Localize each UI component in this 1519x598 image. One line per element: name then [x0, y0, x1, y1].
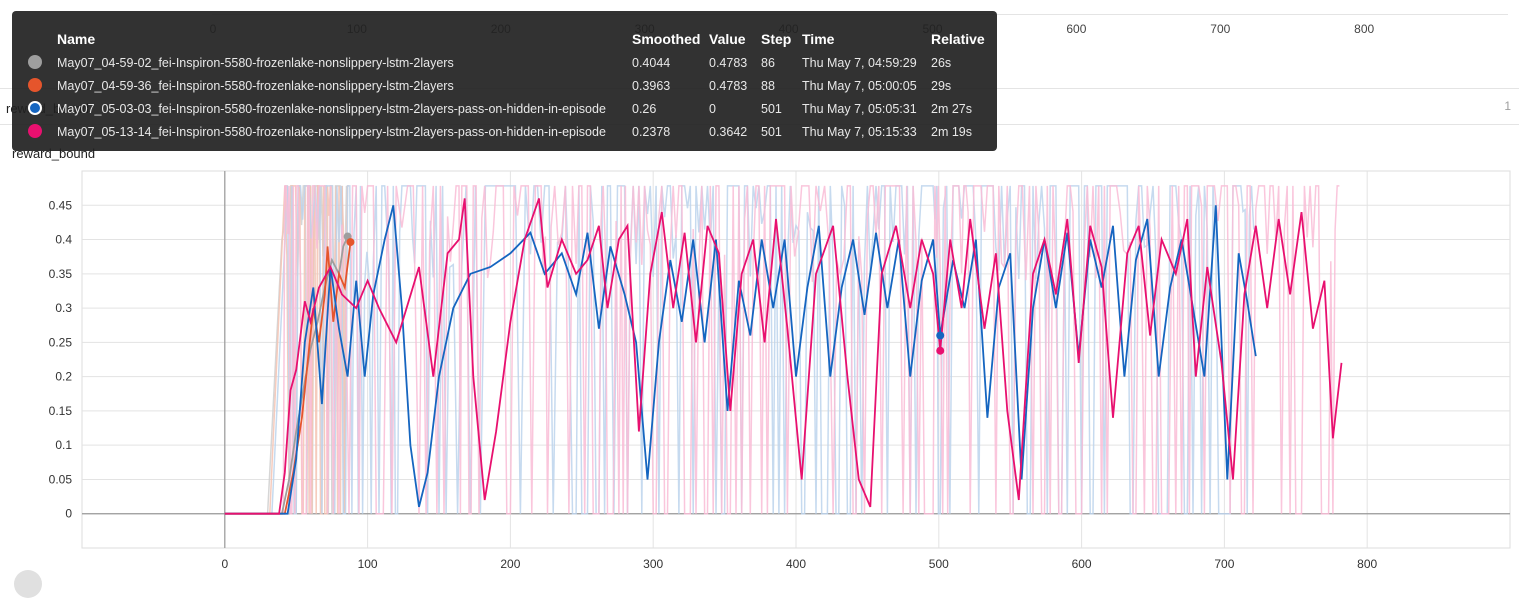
hover-point-marker: [936, 331, 945, 340]
tooltip-cell-step: 86: [761, 56, 775, 70]
tooltip-row: May07_04-59-02_fei-Inspiron-5580-frozenl…: [12, 53, 997, 75]
hover-tooltip: Name Smoothed Value Step Time Relative M…: [12, 11, 997, 151]
series-color-dot: [28, 101, 42, 115]
tooltip-cell-time: Thu May 7, 05:00:05: [802, 79, 917, 93]
x-tick-label: 400: [786, 557, 806, 571]
series-color-dot: [28, 55, 42, 69]
x-tick-label: 100: [358, 557, 378, 571]
tooltip-header-name: Name: [57, 31, 96, 47]
y-tick-label: 0.25: [49, 335, 73, 349]
line-chart[interactable]: 0 0.05 0.1 0.15 0.2 0.25 0.3 0.35 0.4 0.45 0 100 200…: [0, 160, 1519, 578]
tooltip-cell-step: 88: [761, 79, 775, 93]
hover-point-marker: [346, 238, 355, 247]
tooltip-cell-smoothed: 0.4044: [632, 56, 671, 70]
tooltip-cell-relative: 29s: [931, 79, 952, 93]
tooltip-cell-time: Thu May 7, 04:59:29: [802, 56, 917, 70]
series-color-dot: [28, 78, 42, 92]
tooltip-cell-value: 0.3642: [709, 125, 748, 139]
y-tick-label: 0.1: [55, 438, 72, 452]
tooltip-cell-name: May07_05-13-14_fei-Inspiron-5580-frozenl…: [57, 125, 606, 139]
tooltip-header-value: Value: [709, 31, 746, 47]
series-color-dot: [28, 124, 42, 138]
y-tick-label: 0.3: [55, 301, 72, 315]
y-tick-label: 0.2: [55, 370, 72, 384]
series-line: [224, 198, 1343, 515]
top-axis-tick-800: 800: [1354, 22, 1375, 36]
tooltip-row: May07_05-03-03_fei-Inspiron-5580-frozenl…: [12, 99, 997, 121]
y-tick-label: 0.35: [49, 267, 73, 281]
x-tick-label: 200: [500, 557, 520, 571]
fit-domain-button[interactable]: [14, 570, 42, 598]
x-tick-label: 800: [1357, 557, 1377, 571]
tooltip-cell-smoothed: 0.3963: [632, 79, 671, 93]
tooltip-cell-time: Thu May 7, 05:15:33: [802, 125, 917, 139]
top-axis-tick-700: 700: [1210, 22, 1231, 36]
tooltip-row: May07_05-13-14_fei-Inspiron-5580-frozenl…: [12, 122, 997, 144]
y-tick-label: 0.15: [49, 404, 73, 418]
x-tick-label: 0: [221, 557, 228, 571]
y-tick-label: 0.45: [49, 198, 73, 212]
tooltip-cell-step: 501: [761, 125, 782, 139]
top-axis-tick-600: 600: [1066, 22, 1087, 36]
x-tick-label: 300: [643, 557, 663, 571]
tooltip-cell-smoothed: 0.26: [632, 102, 657, 116]
tooltip-header-relative: Relative: [931, 31, 985, 47]
tooltip-cell-relative: 2m 27s: [931, 102, 972, 116]
y-tick-label: 0.4: [55, 233, 72, 247]
tooltip-cell-smoothed: 0.2378: [632, 125, 671, 139]
tooltip-cell-name: May07_04-59-36_fei-Inspiron-5580-frozenl…: [57, 79, 454, 93]
tooltip-header-smoothed: Smoothed: [632, 31, 701, 47]
tooltip-cell-value: 0: [709, 102, 716, 116]
tooltip-header-step: Step: [761, 31, 792, 47]
tooltip-cell-step: 501: [761, 102, 782, 116]
tooltip-cell-time: Thu May 7, 05:05:31: [802, 102, 917, 116]
series-line: [224, 205, 1257, 515]
x-tick-label: 600: [1072, 557, 1092, 571]
tooltip-row: May07_04-59-36_fei-Inspiron-5580-frozenl…: [12, 76, 997, 98]
tooltip-cell-name: May07_04-59-02_fei-Inspiron-5580-frozenl…: [57, 56, 454, 70]
hover-point-marker: [936, 346, 945, 355]
tooltip-cell-value: 0.4783: [709, 79, 748, 93]
raw-series-line: [224, 185, 1340, 515]
tooltip-cell-relative: 2m 19s: [931, 125, 972, 139]
tooltip-cell-relative: 26s: [931, 56, 952, 70]
tooltip-header-time: Time: [802, 31, 835, 47]
x-tick-label: 700: [1214, 557, 1234, 571]
x-tick-label: 500: [929, 557, 949, 571]
y-tick-label: 0: [65, 507, 72, 521]
y-tick-label: 0.05: [49, 472, 73, 486]
tooltip-cell-value: 0.4783: [709, 56, 748, 70]
tooltip-cell-name: May07_05-03-03_fei-Inspiron-5580-frozenl…: [57, 102, 606, 116]
series-line: [224, 236, 349, 515]
previous-chart-right-label: 1: [1504, 99, 1511, 113]
